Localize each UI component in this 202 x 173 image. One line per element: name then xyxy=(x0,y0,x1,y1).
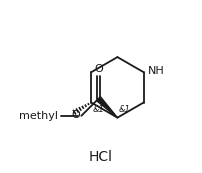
Text: &1: &1 xyxy=(119,105,131,114)
Polygon shape xyxy=(97,97,117,118)
Text: &1: &1 xyxy=(93,105,105,114)
Text: methyl: methyl xyxy=(19,111,58,121)
Text: O: O xyxy=(94,64,103,74)
Text: HCl: HCl xyxy=(89,151,113,164)
Text: NH: NH xyxy=(148,66,165,76)
Text: O: O xyxy=(72,110,80,120)
